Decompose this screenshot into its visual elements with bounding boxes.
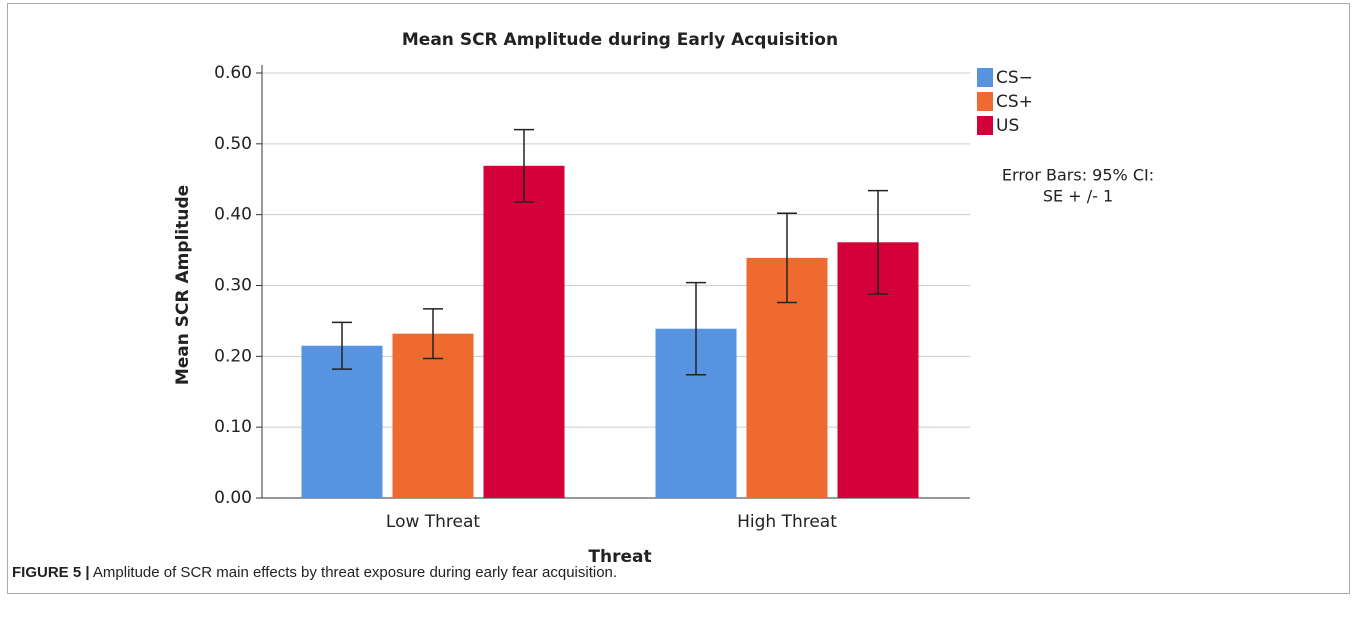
legend-swatch	[977, 92, 993, 111]
bar	[483, 165, 565, 498]
y-tick-label: 0.20	[214, 346, 252, 366]
error-bar	[332, 321, 352, 370]
y-axis-label: Mean SCR Amplitude	[173, 185, 193, 385]
y-tick-label: 0.00	[214, 488, 252, 508]
y-tick-label: 0.50	[214, 134, 252, 154]
legend-swatch	[977, 68, 993, 87]
error-bar	[423, 308, 443, 360]
x-tick-label: Low Threat	[386, 512, 481, 532]
y-tick-label: 0.60	[214, 63, 252, 83]
error-bar	[868, 189, 888, 295]
bar	[301, 345, 383, 498]
caption-text: Amplitude of SCR main effects by threat …	[92, 564, 618, 581]
caption: FIGURE 5 | Amplitude of SCR main effects…	[12, 564, 617, 581]
x-axis-label: Threat	[588, 547, 651, 567]
caption-label: FIGURE 5 |	[12, 564, 90, 581]
frame	[7, 3, 1350, 594]
annotation: SE + /- 1	[1043, 187, 1113, 206]
y-tick-label: 0.10	[214, 417, 252, 437]
error-bar	[514, 128, 534, 203]
y-tick-label: 0.30	[214, 276, 252, 296]
legend-label: CS+	[996, 92, 1033, 112]
bar	[392, 333, 474, 498]
x-tick-label: High Threat	[737, 512, 837, 532]
annotation: Error Bars: 95% CI:	[1002, 166, 1154, 185]
legend-label: US	[996, 116, 1019, 136]
legend-label: CS−	[996, 68, 1033, 88]
legend-swatch	[977, 116, 993, 135]
error-bar	[686, 281, 706, 376]
chart-title: Mean SCR Amplitude during Early Acquisit…	[402, 30, 838, 50]
error-bar	[777, 212, 797, 304]
y-tick-label: 0.40	[214, 205, 252, 225]
